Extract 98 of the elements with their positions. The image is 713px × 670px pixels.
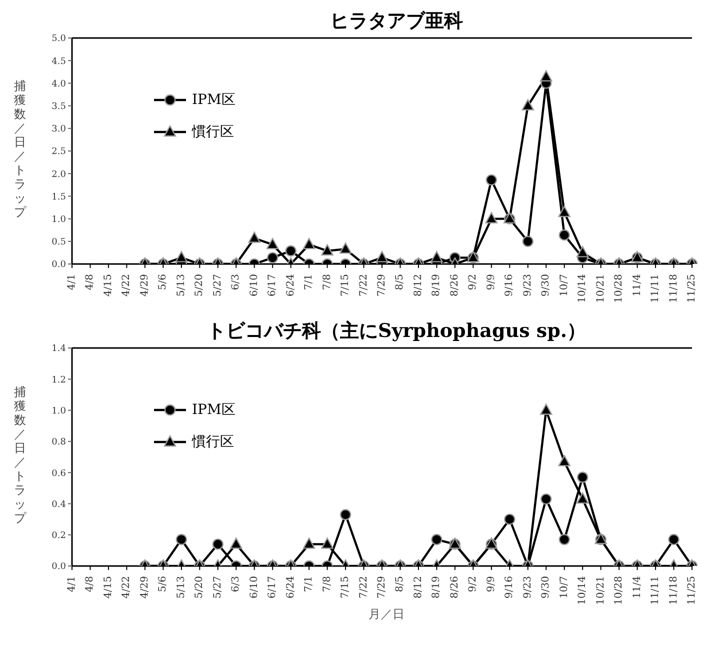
x-tick-label: 8/12 — [412, 274, 424, 296]
y-tick-label: 0.5 — [52, 238, 66, 248]
x-tick-label: 4/15 — [102, 274, 114, 296]
x-tick-label: 4/22 — [121, 576, 132, 598]
text: 捕獲数／日／トラップ — [14, 385, 26, 525]
y-tick-label: 2.5 — [52, 147, 66, 158]
x-tick-label: 10/21 — [595, 576, 606, 605]
y-tick-label: 2.0 — [52, 170, 66, 180]
x-tick-label: 4/22 — [121, 274, 132, 296]
x-tick-label: 9/23 — [522, 576, 534, 598]
y-tick-label: 1.4 — [52, 344, 66, 354]
x-tick-label: 6/10 — [248, 576, 260, 598]
x-tick-label: 6/10 — [248, 274, 260, 296]
x-tick-label: 10/21 — [595, 274, 606, 303]
x-tick-label: 7/1 — [304, 274, 315, 290]
legend-label: IPM区 — [192, 401, 236, 420]
x-tick-label: 10/7 — [558, 576, 570, 598]
x-axis-title: 月／日 — [368, 606, 406, 623]
x-tick-label: 8/12 — [412, 576, 424, 598]
y-tick-label: 0.6 — [52, 468, 66, 479]
x-tick-label: 11/25 — [686, 274, 698, 303]
y-tick-label: 0.4 — [52, 500, 66, 510]
x-tick-label: 5/20 — [194, 274, 206, 296]
x-tick-label: 6/24 — [285, 274, 296, 296]
x-tick-label: 7/8 — [322, 274, 333, 290]
y-tick-label: 1.0 — [52, 406, 66, 416]
x-tick-label: 9/9 — [486, 576, 497, 592]
x-tick-label: 4/1 — [66, 576, 78, 592]
x-tick-label: 10/14 — [577, 274, 588, 303]
x-tick-label: 5/6 — [158, 274, 169, 290]
y-tick-label: 1.5 — [52, 192, 66, 202]
x-tick-label: 9/2 — [468, 576, 479, 592]
x-tick-label: 8/19 — [431, 576, 442, 598]
x-tick-label: 4/8 — [84, 576, 96, 592]
x-tick-label: 7/15 — [340, 274, 352, 296]
x-tick-label: 8/19 — [431, 274, 442, 296]
y-tick-label: 4.0 — [52, 79, 66, 90]
x-tick-label: 4/1 — [66, 274, 78, 290]
legend-label: 慣行区 — [192, 123, 234, 142]
x-tick-label: 5/13 — [176, 274, 187, 296]
x-tick-label: 8/5 — [394, 576, 406, 592]
text: 捕獲数／日／トラップ — [14, 79, 26, 219]
x-tick-label: 11/25 — [686, 576, 698, 605]
x-tick-label: 7/8 — [322, 576, 333, 592]
x-tick-label: 11/4 — [632, 576, 643, 598]
x-tick-label: 4/29 — [139, 274, 150, 296]
x-tick-label: 11/11 — [650, 576, 662, 605]
y-tick-label: 3.0 — [52, 124, 66, 135]
x-tick-label: 9/16 — [504, 576, 516, 598]
x-tick-label: 6/3 — [230, 274, 242, 290]
x-tick-label: 10/28 — [614, 274, 625, 303]
x-tick-label: 9/23 — [522, 274, 534, 296]
x-tick-label: 7/15 — [340, 576, 352, 598]
x-tick-label: 4/15 — [102, 576, 114, 598]
y-tick-label: 0.8 — [52, 438, 66, 448]
x-tick-label: 11/18 — [668, 576, 680, 605]
x-tick-label: 6/17 — [267, 576, 278, 598]
x-tick-label: 11/4 — [632, 274, 643, 296]
y-tick-label: 4.5 — [52, 56, 66, 67]
x-tick-label: 9/30 — [540, 576, 552, 598]
x-tick-label: 8/26 — [449, 274, 460, 296]
x-tick-label: 8/5 — [394, 274, 406, 290]
legend-label: IPM区 — [192, 91, 236, 110]
x-tick-label: 5/27 — [212, 274, 224, 296]
x-tick-label: 7/22 — [358, 274, 370, 296]
x-tick-label: 5/20 — [194, 576, 206, 598]
x-tick-label: 5/27 — [212, 576, 224, 598]
x-tick-label: 7/1 — [304, 576, 315, 592]
x-tick-label: 7/29 — [376, 576, 388, 598]
legend-label: 慣行区 — [192, 433, 234, 452]
x-tick-label: 10/14 — [577, 576, 588, 605]
y-tick-label: 1.0 — [52, 214, 66, 225]
x-tick-label: 10/28 — [614, 576, 625, 605]
y-tick-label: 0.0 — [52, 260, 66, 270]
y-tick-label: 1.2 — [52, 375, 66, 386]
y-tick-label: 3.5 — [52, 102, 66, 112]
x-tick-label: 6/24 — [285, 576, 296, 598]
x-tick-label: 9/16 — [504, 274, 516, 296]
chart-title: トビコバチ科（主にSyrphophagus sp.） — [206, 319, 587, 344]
x-tick-label: 5/6 — [158, 576, 169, 592]
x-tick-label: 11/11 — [650, 274, 662, 303]
x-tick-label: 6/3 — [230, 576, 242, 592]
x-tick-label: 9/30 — [540, 274, 552, 296]
y-tick-label: 5.0 — [52, 34, 66, 44]
chart-title: ヒラタアブ亜科 — [329, 9, 464, 34]
y-tick-label: 0.2 — [52, 531, 66, 542]
x-tick-label: 6/17 — [267, 274, 278, 296]
x-tick-label: 9/2 — [468, 274, 479, 290]
x-tick-label: 11/18 — [668, 274, 680, 303]
x-tick-label: 5/13 — [176, 576, 187, 598]
x-tick-label: 9/9 — [486, 274, 497, 290]
x-tick-label: 10/7 — [558, 274, 570, 296]
x-tick-label: 4/8 — [84, 274, 96, 290]
x-tick-label: 7/29 — [376, 274, 388, 296]
y-tick-label: 0.0 — [52, 562, 66, 572]
x-tick-label: 7/22 — [358, 576, 370, 598]
x-tick-label: 4/29 — [139, 576, 150, 598]
x-tick-label: 8/26 — [449, 576, 460, 598]
